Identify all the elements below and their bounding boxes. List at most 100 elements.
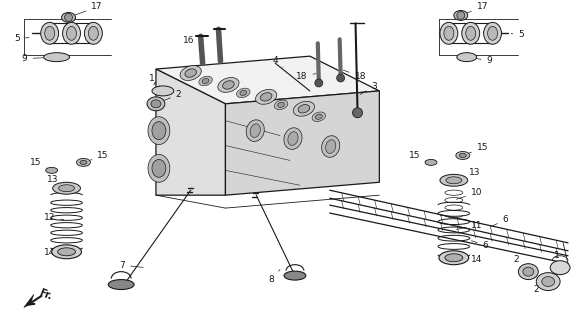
Text: 11: 11	[457, 221, 482, 230]
Ellipse shape	[440, 174, 468, 186]
Ellipse shape	[456, 151, 470, 159]
Ellipse shape	[108, 280, 134, 290]
Ellipse shape	[45, 26, 55, 40]
Text: 5: 5	[14, 34, 29, 43]
Ellipse shape	[202, 78, 209, 84]
Ellipse shape	[446, 177, 462, 184]
Text: 14: 14	[44, 248, 64, 257]
Ellipse shape	[312, 112, 325, 122]
Polygon shape	[24, 294, 34, 308]
Circle shape	[457, 12, 465, 20]
Ellipse shape	[88, 26, 98, 40]
Text: 2: 2	[158, 90, 181, 103]
Circle shape	[65, 13, 72, 21]
Polygon shape	[225, 91, 379, 195]
Text: 1: 1	[554, 251, 560, 268]
Ellipse shape	[440, 22, 458, 44]
Ellipse shape	[439, 251, 469, 265]
Ellipse shape	[51, 245, 81, 259]
Ellipse shape	[445, 254, 463, 262]
Ellipse shape	[148, 155, 170, 182]
Circle shape	[336, 74, 344, 82]
Ellipse shape	[542, 276, 555, 286]
Ellipse shape	[152, 159, 166, 177]
Ellipse shape	[80, 160, 87, 164]
Ellipse shape	[255, 90, 277, 104]
Text: 4: 4	[272, 56, 283, 67]
Polygon shape	[156, 69, 225, 195]
Ellipse shape	[62, 22, 80, 44]
Ellipse shape	[462, 22, 480, 44]
Text: 15: 15	[409, 151, 428, 161]
Text: 9: 9	[469, 56, 492, 65]
Text: 13: 13	[47, 175, 64, 187]
Ellipse shape	[523, 267, 534, 276]
Ellipse shape	[180, 66, 201, 80]
Ellipse shape	[58, 185, 75, 192]
Ellipse shape	[536, 273, 560, 291]
Ellipse shape	[460, 154, 466, 157]
Ellipse shape	[185, 69, 197, 77]
Ellipse shape	[425, 159, 437, 165]
Text: 12: 12	[44, 213, 64, 222]
Ellipse shape	[58, 248, 76, 256]
Circle shape	[315, 79, 323, 87]
Ellipse shape	[457, 53, 477, 62]
Ellipse shape	[277, 102, 284, 108]
Ellipse shape	[293, 101, 314, 116]
Ellipse shape	[151, 100, 161, 108]
Ellipse shape	[53, 182, 80, 194]
Ellipse shape	[66, 26, 76, 40]
Text: 5: 5	[511, 30, 524, 39]
Ellipse shape	[321, 136, 340, 157]
Ellipse shape	[288, 132, 298, 145]
Ellipse shape	[260, 93, 272, 101]
Text: 14: 14	[457, 255, 482, 264]
Ellipse shape	[62, 12, 76, 22]
Text: 15: 15	[30, 158, 49, 169]
Text: 7: 7	[119, 261, 143, 270]
Ellipse shape	[298, 105, 310, 113]
Text: 16: 16	[183, 36, 199, 50]
Text: 2: 2	[513, 255, 527, 270]
Ellipse shape	[284, 271, 306, 280]
Ellipse shape	[44, 53, 69, 62]
Text: Fr.: Fr.	[38, 287, 54, 301]
Text: 9: 9	[22, 54, 54, 63]
Text: 17: 17	[71, 3, 103, 16]
Polygon shape	[156, 56, 379, 104]
Circle shape	[353, 108, 362, 118]
Ellipse shape	[250, 124, 260, 138]
Text: 18: 18	[296, 72, 316, 81]
Ellipse shape	[484, 22, 502, 44]
Text: 15: 15	[465, 143, 488, 155]
Ellipse shape	[325, 140, 336, 153]
Ellipse shape	[466, 26, 476, 40]
Ellipse shape	[152, 122, 166, 140]
Ellipse shape	[152, 86, 174, 96]
Text: 6: 6	[491, 215, 508, 227]
Ellipse shape	[218, 77, 239, 92]
Ellipse shape	[518, 264, 538, 280]
Text: 3: 3	[360, 82, 377, 94]
Ellipse shape	[488, 26, 498, 40]
Ellipse shape	[76, 158, 90, 166]
Ellipse shape	[223, 81, 234, 89]
Ellipse shape	[316, 114, 322, 119]
Ellipse shape	[148, 117, 170, 145]
Text: 18: 18	[343, 70, 366, 81]
Ellipse shape	[444, 26, 454, 40]
Text: 1: 1	[149, 74, 161, 87]
Text: 10: 10	[457, 188, 482, 199]
Ellipse shape	[147, 97, 165, 111]
Ellipse shape	[236, 88, 250, 98]
Text: 6: 6	[472, 241, 488, 250]
Text: 8: 8	[268, 270, 280, 284]
Text: 15: 15	[86, 151, 109, 162]
Ellipse shape	[275, 100, 288, 109]
Ellipse shape	[454, 11, 468, 20]
Ellipse shape	[550, 261, 570, 275]
Ellipse shape	[246, 120, 264, 141]
Ellipse shape	[84, 22, 102, 44]
Ellipse shape	[284, 128, 302, 149]
